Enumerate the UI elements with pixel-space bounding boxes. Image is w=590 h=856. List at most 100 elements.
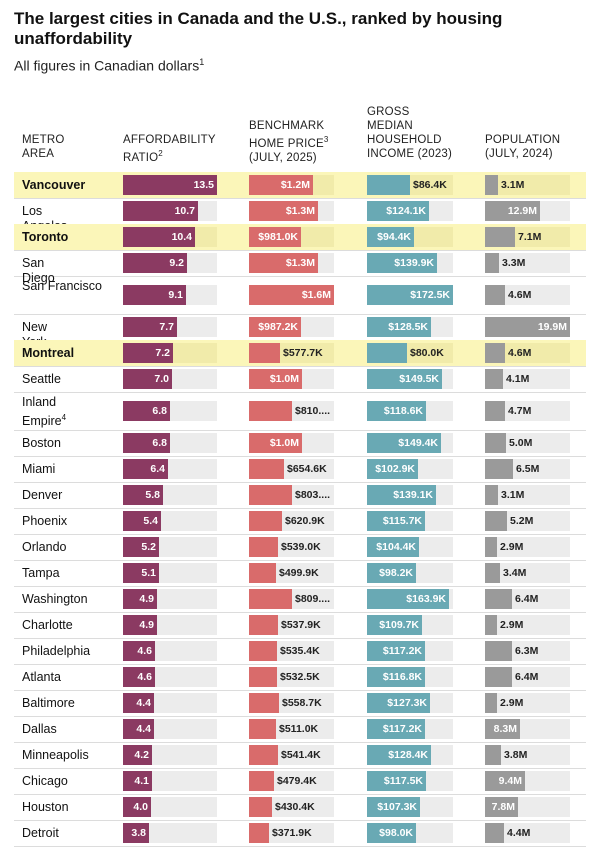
price-track: $430.4K	[249, 797, 334, 817]
income-track: $117.2K	[367, 641, 453, 661]
price-bar	[249, 693, 279, 713]
city-name-philadelphia: Philadelphia	[22, 644, 90, 659]
income-track: $149.5K	[367, 369, 453, 389]
city-name-text: Vancouver	[22, 177, 86, 192]
ratio-track: 7.2	[123, 343, 217, 363]
ratio-bar	[123, 693, 154, 713]
income-track: $98.0K	[367, 823, 453, 843]
population-bar	[485, 201, 540, 221]
ratio-bar	[123, 615, 157, 635]
ratio-value-label: 5.8	[145, 489, 160, 501]
price-track: $371.9K	[249, 823, 334, 843]
population-track: 6.5M	[485, 459, 570, 479]
price-track: $537.9K	[249, 615, 334, 635]
city-name-denver: Denver	[22, 488, 62, 503]
income-track: $116.8K	[367, 667, 453, 687]
city-name-boston: Boston	[22, 436, 61, 451]
population-value-label: 7.1M	[518, 231, 542, 243]
ratio-value-label: 4.6	[137, 671, 152, 683]
price-track: $499.9K	[249, 563, 334, 583]
income-bar	[367, 285, 453, 305]
population-bar	[485, 823, 504, 843]
row-divider	[14, 198, 586, 199]
header-ratio-text: RATIO	[123, 151, 159, 164]
population-bar	[485, 745, 501, 765]
population-bar	[485, 317, 570, 337]
income-value-label: $98.0K	[379, 827, 413, 839]
price-value-label: $479.4K	[277, 775, 317, 787]
price-bar	[249, 745, 278, 765]
income-value-label: $149.5K	[399, 373, 439, 385]
chart-subtitle: All figures in Canadian dollars1	[14, 57, 204, 74]
population-track: 12.9M	[485, 201, 570, 221]
income-track: $124.1K	[367, 201, 453, 221]
ratio-bar	[123, 823, 149, 843]
population-track: 9.4M	[485, 771, 570, 791]
population-value-label: 12.9M	[507, 205, 537, 217]
ratio-value-label: 4.2	[134, 749, 149, 761]
city-name-san-diego: San Diego	[22, 256, 55, 286]
ratio-track: 6.8	[123, 401, 217, 421]
price-bar	[249, 253, 318, 273]
ratio-track: 4.0	[123, 797, 217, 817]
price-bar	[249, 227, 301, 247]
city-name-chicago: Chicago	[22, 774, 68, 789]
population-value-label: 4.6M	[508, 347, 532, 359]
city-name-text: Denver	[22, 487, 63, 502]
income-track: $149.4K	[367, 433, 453, 453]
city-name-text: Baltimore	[22, 695, 75, 710]
population-value-label: 6.5M	[516, 463, 540, 475]
ratio-track: 5.1	[123, 563, 217, 583]
ratio-value-label: 6.8	[152, 405, 167, 417]
price-value-label: $654.6K	[287, 463, 327, 475]
city-name-minneapolis: Minneapolis	[22, 748, 89, 763]
population-value-label: 3.1M	[501, 179, 525, 191]
city-name-phoenix: Phoenix	[22, 514, 67, 529]
income-bar	[367, 719, 425, 739]
ratio-track: 4.9	[123, 615, 217, 635]
population-track: 4.6M	[485, 343, 570, 363]
price-value-label: $810....	[295, 405, 331, 417]
ratio-value-label: 5.1	[141, 567, 156, 579]
population-value-label: 4.1M	[506, 373, 530, 385]
ratio-track: 5.4	[123, 511, 217, 531]
income-value-label: $139.9K	[394, 257, 434, 269]
ratio-bar	[123, 285, 186, 305]
ratio-value-label: 9.2	[169, 257, 184, 269]
city-name-text: Detroit	[22, 825, 59, 840]
header-ratio-line-2: RATIO2	[123, 147, 216, 165]
city-name-text: Seattle	[22, 371, 61, 386]
income-track: $102.9K	[367, 459, 453, 479]
population-track: 5.0M	[485, 433, 570, 453]
population-value-label: 2.9M	[500, 619, 524, 631]
population-bar	[485, 175, 498, 195]
ratio-track: 4.4	[123, 693, 217, 713]
price-value-label: $539.0K	[281, 541, 321, 553]
income-track: $104.4K	[367, 537, 453, 557]
price-track: $532.5K	[249, 667, 334, 687]
ratio-value-label: 4.4	[136, 697, 151, 709]
price-track: $1.0M	[249, 369, 334, 389]
header-metro-line-2: AREA	[22, 148, 55, 160]
price-bar	[249, 797, 272, 817]
price-track: $479.4K	[249, 771, 334, 791]
price-track: $1.3M	[249, 253, 334, 273]
income-bar	[367, 485, 436, 505]
ratio-bar	[123, 317, 177, 337]
header-price-footnote: 3	[323, 135, 329, 144]
price-value-label: $371.9K	[272, 827, 312, 839]
ratio-value-label: 6.4	[150, 463, 165, 475]
ratio-bar	[123, 719, 154, 739]
ratio-track: 10.4	[123, 227, 217, 247]
header-ratio-footnote: 2	[158, 149, 163, 158]
price-track: $535.4K	[249, 641, 334, 661]
price-value-label: $1.3M	[285, 257, 315, 269]
city-name-text: Inland Empire	[22, 395, 62, 429]
income-value-label: $94.4K	[377, 231, 411, 243]
city-name-charlotte: Charlotte	[22, 618, 73, 633]
price-value-label: $1.3M	[285, 205, 315, 217]
city-name-text: Charlotte	[22, 617, 73, 632]
ratio-bar	[123, 745, 152, 765]
city-name-vancouver: Vancouver	[22, 178, 85, 193]
ratio-track: 10.7	[123, 201, 217, 221]
